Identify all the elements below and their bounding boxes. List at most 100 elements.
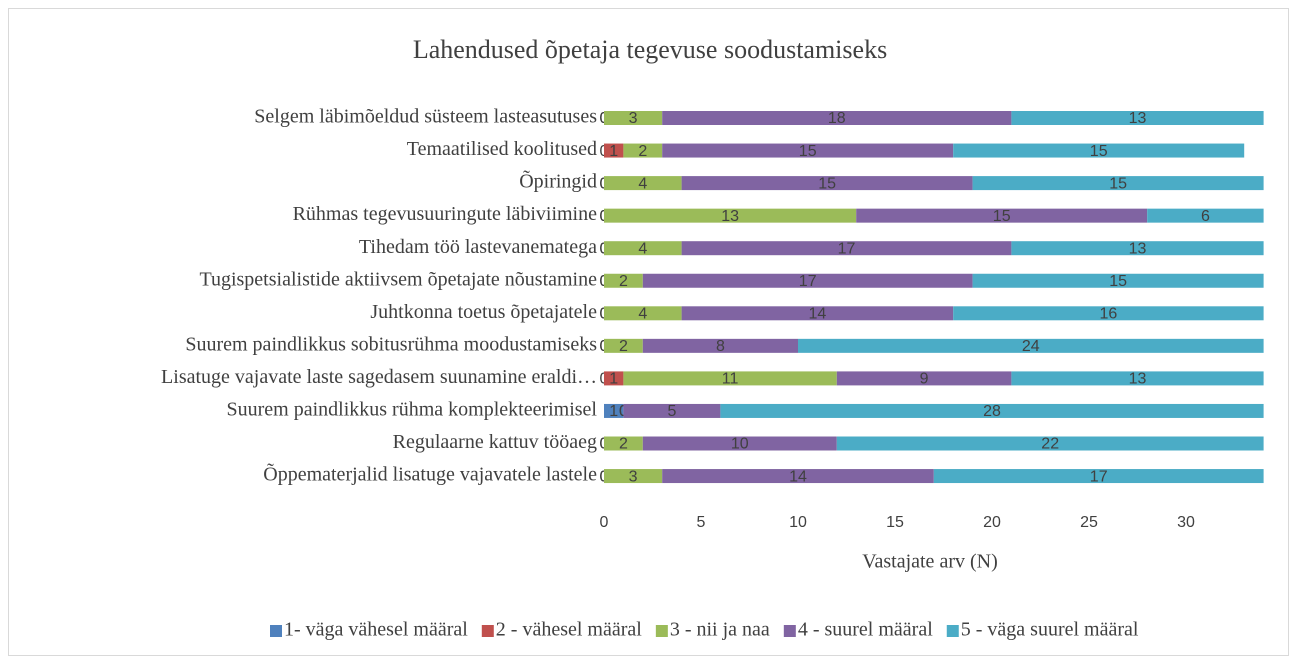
legend-swatch — [946, 625, 959, 637]
x-axis-title: Vastajate arv (N) — [862, 551, 998, 573]
bar-segment — [1147, 208, 1264, 223]
data-label: 15 — [799, 143, 817, 160]
bar-segment — [604, 143, 624, 158]
bar-segment — [604, 208, 857, 223]
data-label: 2 — [619, 436, 628, 453]
bar-segment — [681, 176, 973, 191]
bar-segment — [604, 371, 624, 386]
data-label: 1 — [609, 403, 618, 420]
category-label: Rühmas tegevusuuringute läbiviimine — [293, 203, 598, 225]
data-label: 15 — [818, 175, 836, 192]
bar-segment — [1011, 371, 1264, 386]
legend-label: 5 - väga suurel määral — [961, 619, 1139, 641]
bar-segment — [604, 273, 643, 288]
data-label: 3 — [629, 468, 638, 485]
x-tick-label: 15 — [886, 514, 904, 531]
bar-segment — [681, 306, 954, 321]
bar-segment — [604, 111, 663, 125]
bar-segment — [798, 338, 1264, 353]
data-label: 22 — [1041, 436, 1059, 453]
legend-label: 1- väga vähesel määral — [284, 619, 468, 641]
x-tick-label: 0 — [600, 514, 609, 531]
bar-segment — [953, 143, 1245, 158]
data-label: 10 — [731, 436, 749, 453]
bar-segment — [662, 143, 954, 158]
bar-segment — [933, 469, 1264, 484]
data-label: 14 — [809, 306, 827, 323]
data-label: 15 — [1109, 273, 1127, 290]
data-label: 11 — [722, 371, 739, 388]
bar-segment — [836, 371, 1012, 386]
data-label: 24 — [1022, 338, 1040, 355]
bar-segment — [836, 436, 1264, 451]
legend-swatch — [655, 625, 668, 637]
chart-title: Lahendused õpetaja tegevuse soodustamise… — [413, 35, 887, 64]
bar-segment — [681, 241, 1012, 256]
x-tick-label: 10 — [789, 514, 807, 531]
category-label: Selgem läbimõeldud süsteem lasteasutuses — [254, 106, 597, 128]
bar-segment — [604, 338, 643, 353]
bar-segment — [623, 371, 837, 386]
bar-segment — [642, 273, 973, 288]
category-label: Suurem paindlikkus sobitusrühma moodusta… — [185, 333, 597, 355]
data-label: 18 — [828, 110, 846, 127]
data-label: 2 — [619, 273, 628, 290]
category-label: Õpiringid — [519, 169, 597, 193]
bar-segment — [623, 403, 721, 418]
x-tick-label: 25 — [1080, 514, 1098, 531]
legend-label: 4 - suurel määral — [798, 619, 933, 641]
data-label: 17 — [838, 240, 856, 257]
data-label: 4 — [638, 175, 647, 192]
x-tick-label: 5 — [697, 514, 706, 531]
bar-segment — [1011, 111, 1264, 125]
data-label: 17 — [1090, 468, 1108, 485]
data-label: 1 — [609, 371, 618, 388]
category-label: Regulaarne kattuv tööaeg — [393, 431, 597, 453]
bar-segment — [662, 111, 1012, 125]
data-label: 14 — [789, 468, 807, 485]
bar-segment — [1011, 241, 1264, 256]
legend-swatch — [481, 625, 494, 637]
bar-segment — [972, 273, 1264, 288]
bar-segment — [604, 469, 663, 484]
legend-swatch — [783, 625, 796, 637]
category-label: Õppematerjalid lisatuge vajavatele laste… — [263, 462, 597, 486]
bar-segment — [623, 143, 663, 158]
data-label: 4 — [638, 306, 647, 323]
x-tick-label: 30 — [1177, 514, 1195, 531]
bar-segment — [953, 306, 1264, 321]
data-label: 16 — [1100, 306, 1118, 323]
bar-segment — [604, 241, 682, 256]
data-label: 28 — [983, 403, 1001, 420]
bar-segment — [642, 436, 837, 451]
bar-segment — [642, 338, 798, 353]
data-label: 1 — [609, 143, 618, 160]
data-label: 13 — [1129, 371, 1147, 388]
data-label: 9 — [920, 371, 929, 388]
bar-segment — [604, 436, 643, 451]
chart-border — [8, 8, 1289, 656]
data-label: 2 — [638, 143, 647, 160]
data-label: 17 — [799, 273, 817, 290]
legend-label: 3 - nii ja naa — [670, 619, 770, 641]
category-label: Temaatilised koolitused — [407, 138, 597, 160]
x-tick-label: 20 — [983, 514, 1001, 531]
category-label: Lisatuge vajavate laste sagedasem suunam… — [161, 366, 597, 388]
bar-segment — [720, 403, 1264, 418]
data-label: 6 — [1201, 208, 1210, 225]
bar-segment — [972, 176, 1264, 191]
data-label: 4 — [638, 240, 647, 257]
data-label: 3 — [629, 110, 638, 127]
legend-label: 2 - vähesel määral — [496, 619, 642, 641]
category-label: Tugispetsialistide aktiivsem õpetajate n… — [199, 268, 597, 290]
legend-swatch — [270, 625, 282, 637]
bar-segment — [856, 208, 1148, 223]
data-label: 15 — [1109, 175, 1127, 192]
bar-segment — [662, 469, 934, 484]
data-label: 8 — [716, 338, 725, 355]
category-label: Juhtkonna toetus õpetajatele — [370, 301, 597, 323]
bar-segment — [604, 403, 624, 418]
data-label: 13 — [1129, 110, 1147, 127]
data-label: 13 — [721, 208, 739, 225]
